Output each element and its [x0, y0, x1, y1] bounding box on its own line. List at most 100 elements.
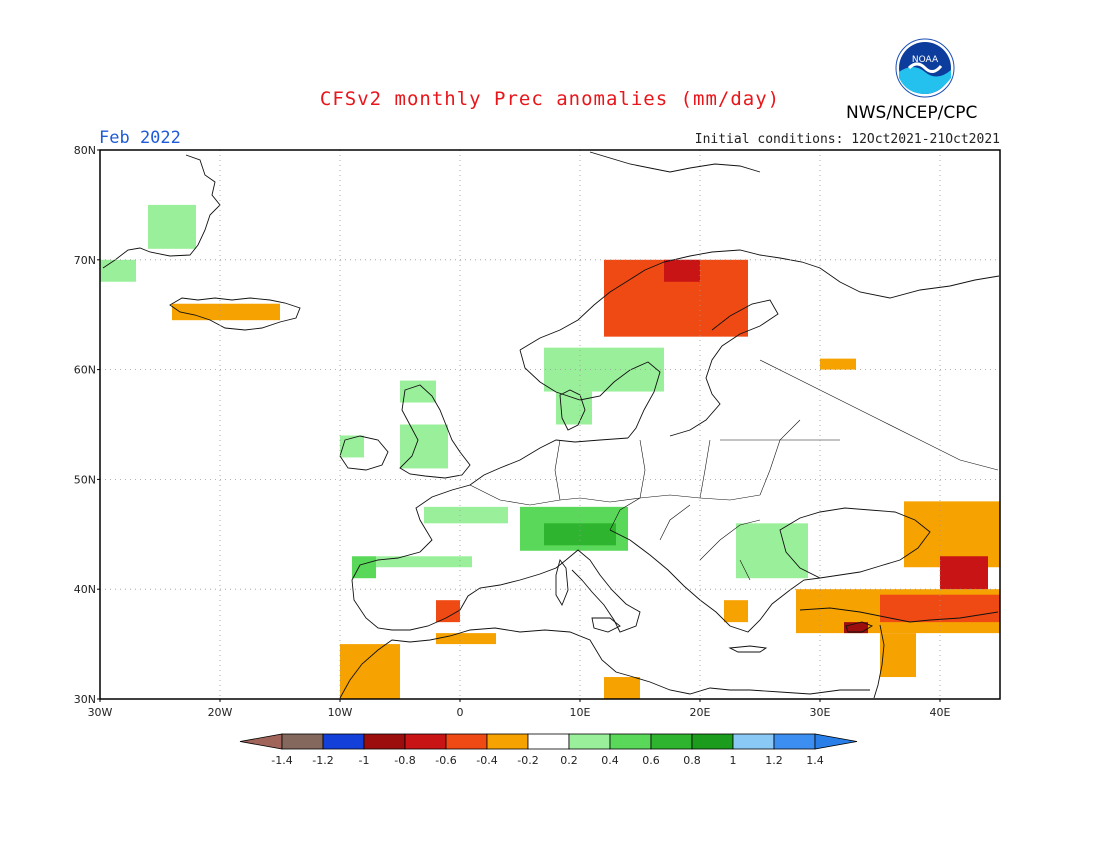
- lon-tick-label: 30W: [88, 706, 113, 719]
- anomaly-spain-east-dry: [436, 600, 460, 623]
- lon-tick-label: 20W: [208, 706, 233, 719]
- baltic-east: [669, 299, 779, 437]
- anatolia-south: [799, 607, 999, 623]
- sardinia-corsica: [555, 558, 569, 607]
- europe-west-coast: [351, 437, 629, 631]
- forecast-period: Feb 2022: [99, 128, 181, 148]
- anomaly-norway-north-dry: [664, 259, 700, 282]
- colorbar-label: -1.2: [312, 754, 333, 767]
- anomaly-cyprus-area-dry: [844, 622, 868, 634]
- anomaly-russia-west-dry: [820, 358, 856, 370]
- anomaly-turkey-east-dry: [880, 594, 1000, 623]
- scandinavia-south: [519, 349, 661, 439]
- colorbar-label: -0.4: [476, 754, 497, 767]
- country-borders: [469, 359, 999, 581]
- lat-tick-label: 80N: [74, 144, 96, 157]
- anomaly-greenland-coast-wet: [148, 204, 196, 249]
- colorbar-swatch: [527, 733, 570, 750]
- coastline-layer: [102, 151, 1000, 699]
- anomaly-iceland-dry: [172, 303, 280, 321]
- crete: [728, 645, 768, 653]
- greenland-coast: [102, 154, 221, 269]
- anomaly-greenland-south-wet: [100, 259, 136, 282]
- lon-tick-label: 20E: [690, 706, 711, 719]
- anomaly-scandinavia-south-wet: [544, 347, 664, 392]
- anomaly-scotland-wet: [400, 380, 436, 403]
- balkans-coast: [609, 529, 821, 633]
- great-britain-coast: [399, 384, 471, 479]
- anomaly-levant-dry: [880, 633, 916, 678]
- anomaly-algeria-dry: [436, 633, 496, 645]
- colorbar-label: 0.6: [642, 754, 660, 767]
- lon-tick-label: 40E: [930, 706, 951, 719]
- colorbar-label: 0.2: [560, 754, 578, 767]
- initial-conditions: Initial conditions: 12Oct2021-21Oct2021: [694, 132, 1000, 147]
- anomaly-denmark-wet: [556, 391, 592, 425]
- lon-tick-label: 0: [457, 706, 464, 719]
- north-africa-coast: [339, 627, 870, 699]
- map-title: CFSv2 monthly Prec anomalies (mm/day): [319, 88, 781, 110]
- anomaly-balkans-east-wet: [736, 523, 808, 579]
- colorbar-swatch: [404, 733, 447, 750]
- lat-tick-label: 70N: [74, 254, 96, 267]
- colorbar-labels: -1.4 -1.2 -1 -0.8 -0.6 -0.4 -0.2 0.2 0.4 0.6 0.8 1 1…: [271, 754, 823, 767]
- colorbar-label: 1.2: [765, 754, 783, 767]
- colorbar-swatch: [650, 733, 693, 750]
- iceland-coast: [169, 297, 301, 331]
- colorbar-swatch: [281, 733, 324, 750]
- svalbard-coast: [589, 151, 761, 173]
- levant-coast: [873, 624, 885, 699]
- anomaly-iberia-north-band-wet: [376, 556, 472, 568]
- anomaly-caucasus-dry: [940, 556, 988, 590]
- colorbar-swatch: [732, 733, 775, 750]
- colorbar-label: 1.4: [806, 754, 824, 767]
- longitude-tick-labels: 30W 20W 10W 0 10E 20E 30E 40E: [88, 699, 951, 719]
- colorbar-swatch: [773, 733, 816, 750]
- colorbar-label: -0.6: [435, 754, 456, 767]
- map-frame: [99, 149, 1001, 700]
- colorbar-swatch: [568, 733, 611, 750]
- noaa-logo-icon: NOAA: [895, 38, 955, 98]
- colorbar-swatch: [322, 733, 365, 750]
- colorbar-swatch: [609, 733, 652, 750]
- anomaly-layer: [100, 204, 1000, 699]
- colorbar-label: 0.4: [601, 754, 619, 767]
- anomaly-ireland-wet: [340, 435, 364, 458]
- cyprus: [845, 621, 874, 633]
- denmark-coast: [559, 389, 586, 431]
- colorbar-label: -0.8: [394, 754, 415, 767]
- anomaly-greece-dry: [724, 600, 748, 623]
- colorbar-label: 1: [730, 754, 737, 767]
- latitude-tick-labels: 30N 40N 50N 60N 70N 80N: [74, 144, 100, 706]
- sicily: [591, 617, 621, 633]
- logo-text: NOAA: [912, 55, 939, 65]
- graticule: [100, 150, 1000, 699]
- ireland-coast: [339, 435, 389, 471]
- colorbar-label: -1: [359, 754, 370, 767]
- colorbar-swatch: [363, 733, 406, 750]
- anomaly-libya-dry: [604, 677, 640, 699]
- anomaly-uk-wet: [400, 424, 448, 469]
- colorbar-label: -1.4: [271, 754, 292, 767]
- black-sea-coast: [779, 507, 931, 579]
- colorbar-swatch: [445, 733, 488, 750]
- lon-tick-label: 10W: [328, 706, 353, 719]
- scandinavia-coast: [519, 249, 1000, 351]
- colorbar-label: 0.8: [683, 754, 701, 767]
- agency-label: NWS/NCEP/CPC: [846, 103, 978, 123]
- lat-tick-label: 50N: [74, 473, 96, 486]
- lat-tick-label: 40N: [74, 583, 96, 596]
- colorbar-max-arrow: [814, 733, 858, 750]
- italy-coast: [565, 549, 641, 633]
- lon-tick-label: 10E: [570, 706, 591, 719]
- colorbar-label: -0.2: [517, 754, 538, 767]
- lat-tick-label: 60N: [74, 364, 96, 377]
- anomaly-iberia-north-wet: [352, 556, 376, 579]
- colorbar: [239, 733, 858, 750]
- anomaly-morocco-dry: [340, 644, 400, 699]
- lat-tick-label: 30N: [74, 693, 96, 706]
- anomaly-alps-core-wet: [544, 523, 616, 546]
- colorbar-swatch: [486, 733, 529, 750]
- colorbar-swatch: [691, 733, 734, 750]
